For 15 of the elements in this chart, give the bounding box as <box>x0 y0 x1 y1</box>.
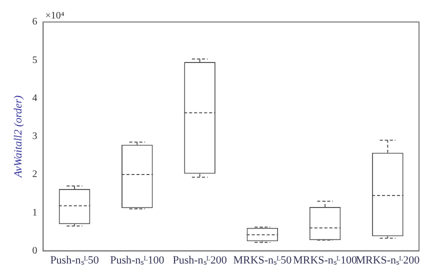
annotation: ×10⁴ <box>45 10 65 22</box>
x-tick-label: Push-nₛᴸ100 <box>110 254 165 266</box>
x-tick-label: MRKS-nₛᴸ200 <box>356 254 420 266</box>
y-tick-label: 1 <box>32 207 38 218</box>
x-tick-label: MRKS-nₛᴸ50 <box>233 254 292 266</box>
x-tick-label: Push-nₛᴸ200 <box>172 254 228 266</box>
x-tick-label: MRKS-nₛᴸ100 <box>293 254 358 266</box>
y-tick-label: 4 <box>32 92 38 104</box>
x-tick-label: Push-nₛᴸ50 <box>50 254 100 266</box>
y-tick-label: 0 <box>32 245 38 256</box>
y-tick-label: 5 <box>32 54 38 66</box>
y-tick-label: 2 <box>32 169 38 180</box>
y-axis-title: AvWaitall2 (order) <box>12 95 24 178</box>
y-tick-label: 6 <box>32 16 38 28</box>
y-tick-label: 3 <box>32 131 38 142</box>
